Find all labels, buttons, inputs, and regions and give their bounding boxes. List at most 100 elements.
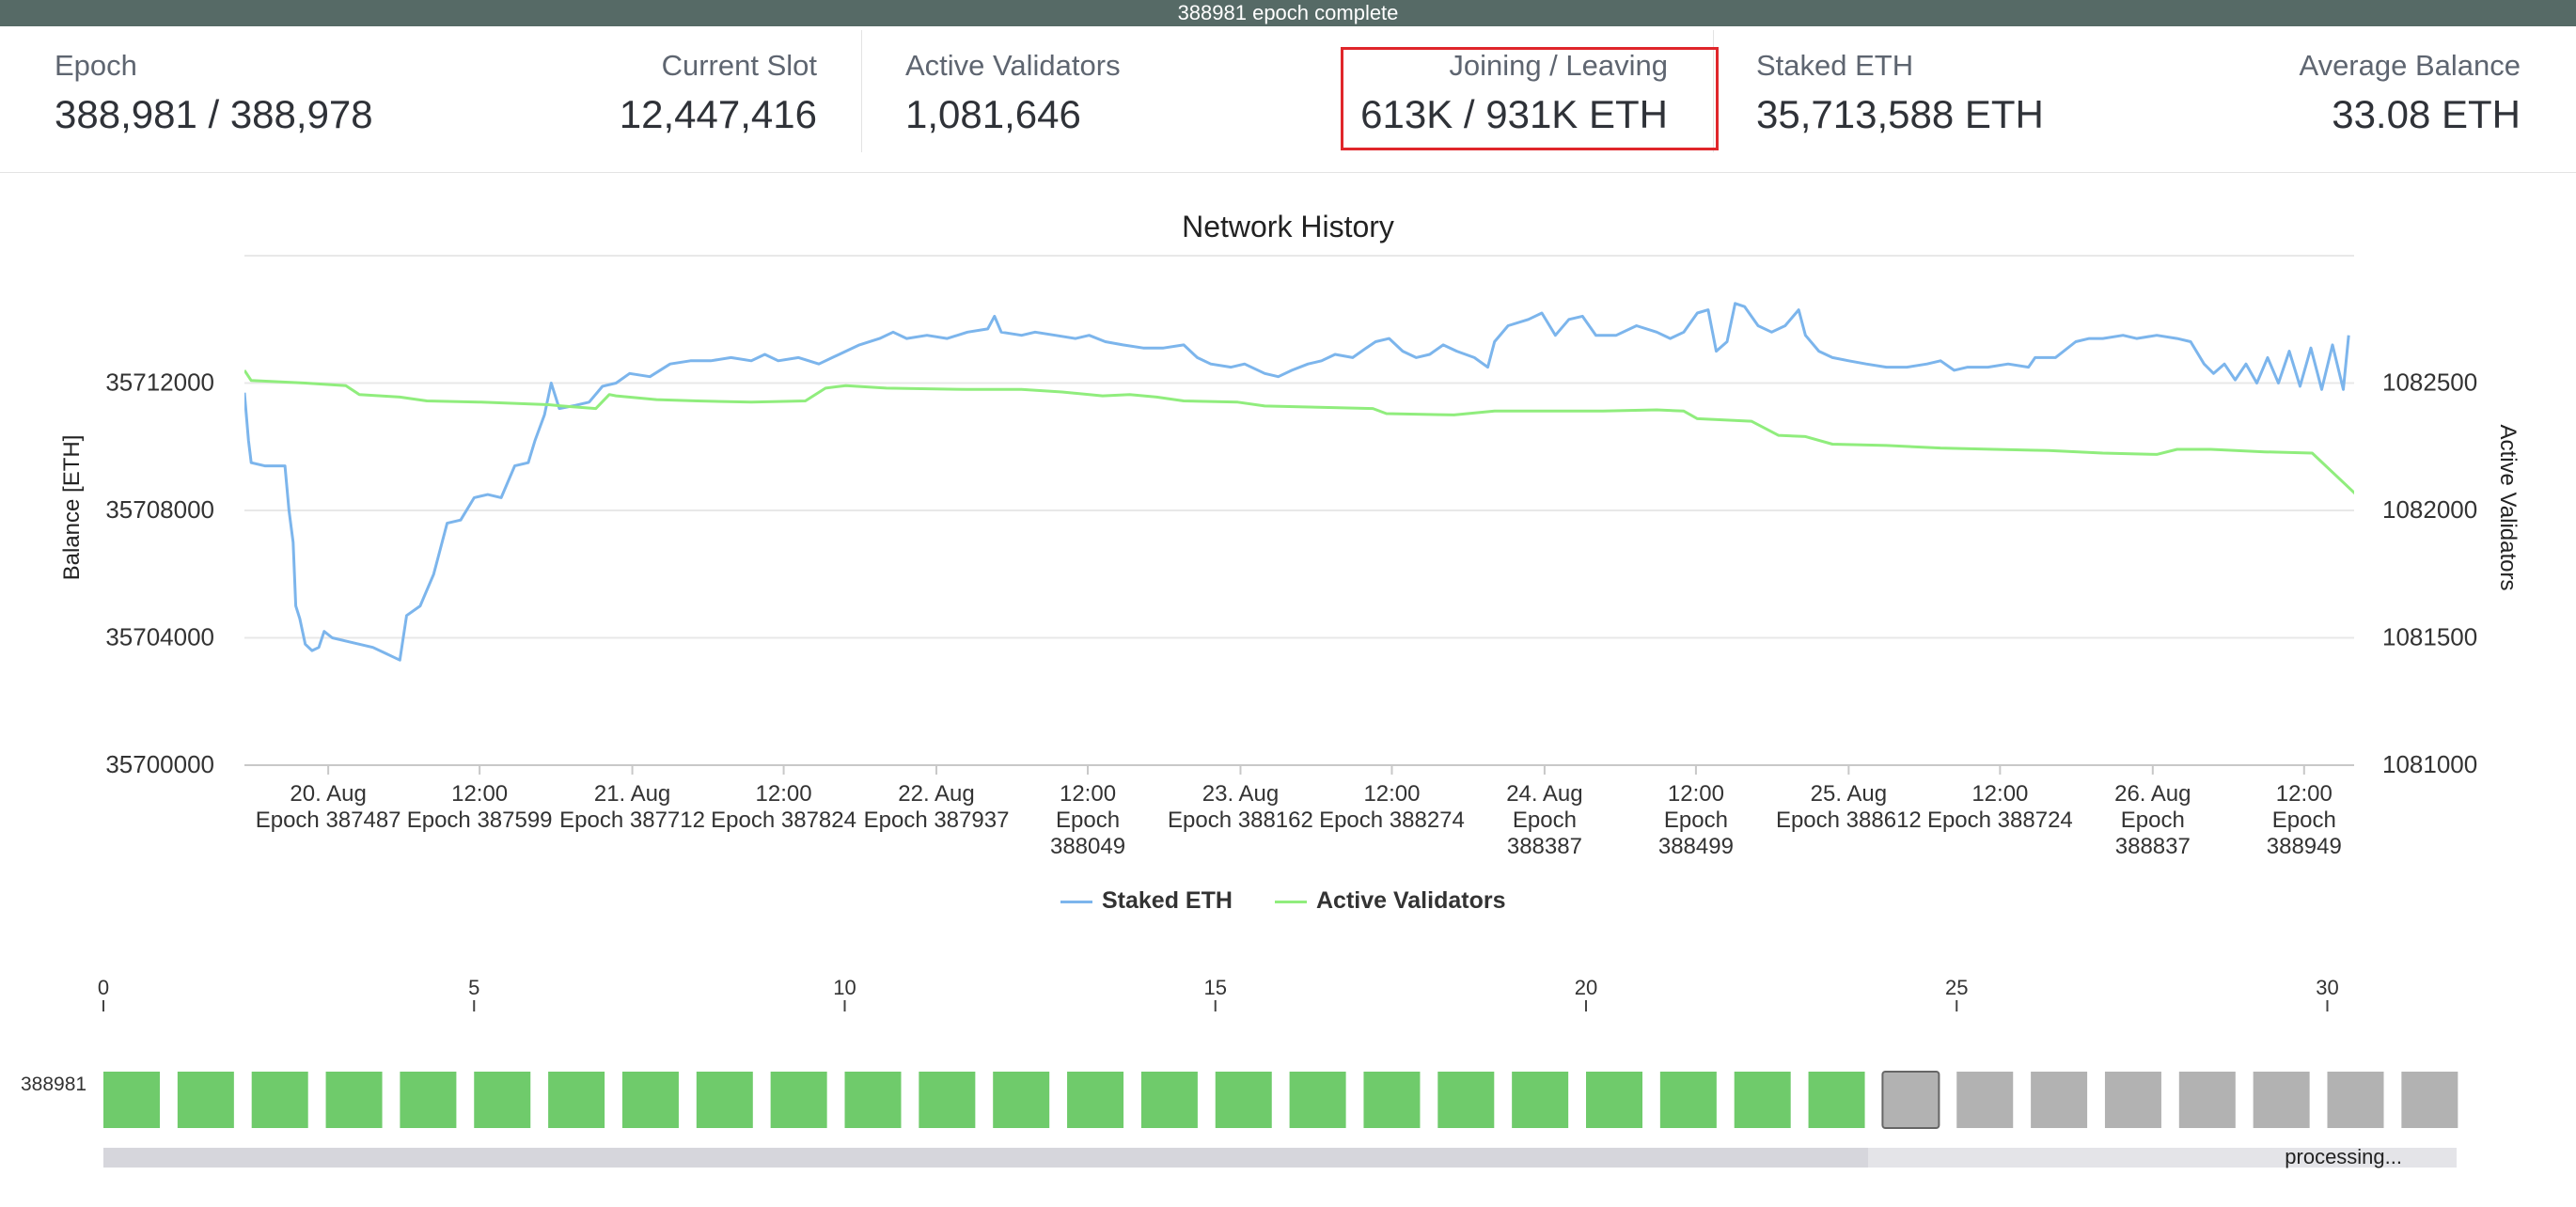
slot-cell-pending[interactable] <box>2401 1072 2458 1128</box>
right-tick-label: 1082000 <box>2382 495 2477 524</box>
stat-current-slot: Current Slot 12,447,416 <box>620 49 817 137</box>
slot-cell-pending[interactable] <box>2327 1072 2384 1128</box>
x-tick-label: 12:00 <box>2276 781 2333 807</box>
network-history-chart: Network History 35700000 35704000 35708000… <box>59 210 2521 859</box>
right-tick-label: 1082500 <box>2382 368 2477 397</box>
epoch-complete-banner: 388981 epoch complete <box>0 0 2576 26</box>
stat-current-slot-value: 12,447,416 <box>619 92 817 136</box>
slot-cell-completed[interactable] <box>325 1072 383 1128</box>
x-tick-label: 12:00 <box>451 781 508 807</box>
slot-cell-completed[interactable] <box>251 1072 308 1128</box>
joining-leaving-highlight <box>1341 47 1719 150</box>
slot-cell-completed[interactable] <box>1512 1072 1569 1128</box>
stat-staked-eth-value: 35,713,588 ETH <box>1756 92 2044 136</box>
slot-cell-pending[interactable] <box>2253 1072 2310 1128</box>
legend-swatch-staked <box>1060 900 1092 903</box>
stat-epoch: Epoch 388,981 / 388,978 <box>55 49 373 137</box>
x-tick-label: Epoch 387712 <box>559 807 705 833</box>
x-tick-label: Epoch <box>2121 807 2185 833</box>
x-tick-label: 21. Aug <box>594 781 670 807</box>
slot-cell-completed[interactable] <box>1289 1072 1346 1128</box>
stat-divider <box>1713 30 1714 152</box>
slot-cell-pending[interactable] <box>2178 1072 2236 1128</box>
slot-cell-completed[interactable] <box>103 1072 160 1128</box>
stat-joining-leaving: Joining / Leaving 613K / 931K ETH <box>1360 49 1668 137</box>
epoch-row-label: 388981 <box>21 1074 87 1095</box>
x-tick-label: 388387 <box>1507 834 1582 859</box>
x-tick-label: 388837 <box>2115 834 2191 859</box>
x-tick-label: Epoch 388162 <box>1168 807 1313 833</box>
legend-item-staked-eth[interactable]: Staked ETH <box>1060 887 1233 915</box>
slot-cell-completed[interactable] <box>1140 1072 1198 1128</box>
stat-staked-eth: Staked ETH 35,713,588 ETH <box>1756 49 2044 137</box>
slot-cell-pending[interactable] <box>2104 1072 2161 1128</box>
epoch-slot-grid: 0 5 10 15 20 25 30 <box>98 976 2458 1129</box>
left-tick-label: 35708000 <box>105 495 214 524</box>
slot-axis-label: 20 <box>1575 976 1597 999</box>
slot-cell-pending[interactable] <box>1956 1072 2014 1128</box>
slot-cell-completed[interactable] <box>844 1072 902 1128</box>
slot-cell-completed[interactable] <box>919 1072 976 1128</box>
epoch-progress-fill <box>103 1148 1869 1168</box>
processing-label: processing... <box>2285 1145 2402 1168</box>
x-tick-label: 23. Aug <box>1202 781 1279 807</box>
x-tick-label: Epoch 387487 <box>256 807 401 833</box>
legend-item-active-validators[interactable]: Active Validators <box>1275 887 1505 915</box>
x-tick-label: 12:00 <box>756 781 812 807</box>
stat-average-balance: Average Balance 33.08 ETH <box>2299 49 2521 137</box>
slot-cell-current[interactable] <box>1881 1071 1940 1129</box>
x-tick-label: Epoch 388274 <box>1319 807 1465 833</box>
slot-axis-label: 5 <box>468 976 479 999</box>
x-tick-label: Epoch <box>1664 807 1728 833</box>
slot-cell-completed[interactable] <box>177 1072 234 1128</box>
x-tick-label: 20. Aug <box>290 781 366 807</box>
slot-cell-completed[interactable] <box>474 1072 531 1128</box>
slot-axis-label: 0 <box>98 976 109 999</box>
slot-axis: 0 5 10 15 20 25 30 <box>98 976 2339 1011</box>
stat-joining-leaving-label: Joining / Leaving <box>1449 49 1668 82</box>
slot-cell-completed[interactable] <box>548 1072 605 1128</box>
left-axis-title: Balance [ETH] <box>59 435 85 581</box>
stat-joining-leaving-value: 613K / 931K ETH <box>1360 92 1668 136</box>
series-line-active-validators <box>244 369 2354 495</box>
slot-cell-completed[interactable] <box>1659 1072 1717 1128</box>
series-line-staked-eth <box>244 302 2350 662</box>
legend-label-staked: Staked ETH <box>1102 887 1233 914</box>
stat-active-validators-label: Active Validators <box>905 49 1121 82</box>
right-tick-label: 1081000 <box>2382 750 2477 778</box>
stats-bar: Epoch 388,981 / 388,978 Current Slot 12,… <box>0 26 2576 173</box>
x-tick-label: 22. Aug <box>898 781 974 807</box>
slot-cell-completed[interactable] <box>400 1072 457 1128</box>
slot-cell-completed[interactable] <box>1215 1072 1272 1128</box>
chart-grid <box>244 255 2354 766</box>
slot-cell-completed[interactable] <box>1586 1072 1642 1128</box>
slot-cell-completed[interactable] <box>993 1072 1050 1128</box>
slot-cell-completed[interactable] <box>1363 1072 1421 1128</box>
legend-swatch-validators <box>1275 900 1307 903</box>
x-tick-label: Epoch <box>1513 807 1577 833</box>
chart-legend: Staked ETH Active Validators <box>0 887 2576 921</box>
x-tick-label: 12:00 <box>1668 781 1724 807</box>
x-tick-label: 388049 <box>1050 834 1125 859</box>
x-tick-label: 12:00 <box>1363 781 1420 807</box>
slot-cell-pending[interactable] <box>2031 1072 2088 1128</box>
left-tick-label: 35704000 <box>105 623 214 651</box>
x-tick-label: Epoch 387937 <box>864 807 1010 833</box>
slot-cell-completed[interactable] <box>621 1072 679 1128</box>
stat-average-balance-value: 33.08 ETH <box>2332 92 2521 136</box>
slot-cell-completed[interactable] <box>1437 1072 1495 1128</box>
slot-cell-completed[interactable] <box>1808 1072 1865 1128</box>
slot-cells <box>103 1071 2458 1129</box>
slot-cell-completed[interactable] <box>1067 1072 1124 1128</box>
stat-current-slot-label: Current Slot <box>661 49 817 82</box>
stat-epoch-label: Epoch <box>55 49 137 82</box>
stat-average-balance-label: Average Balance <box>2299 49 2521 82</box>
x-tick-label: Epoch 387824 <box>711 807 856 833</box>
slot-cell-completed[interactable] <box>770 1072 827 1128</box>
x-tick-label: Epoch 388724 <box>1927 807 2073 833</box>
slot-cell-completed[interactable] <box>1734 1072 1791 1128</box>
right-axis-ticks: 1081000 1081500 1082000 1082500 <box>2382 368 2477 779</box>
stat-active-validators-value: 1,081,646 <box>905 92 1081 136</box>
slot-cell-completed[interactable] <box>696 1072 753 1128</box>
